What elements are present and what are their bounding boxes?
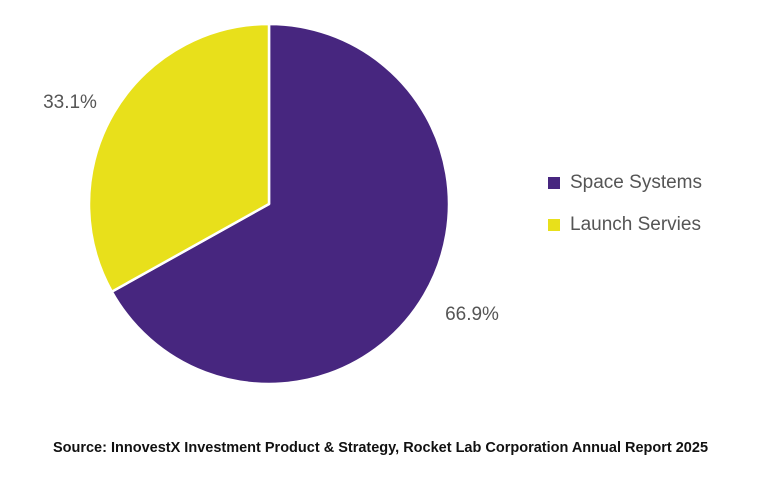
legend-swatch-space-systems <box>548 177 560 189</box>
legend-item-space-systems: Space Systems <box>548 170 702 196</box>
pie-slice-space-systems <box>110 22 451 386</box>
data-label-launch-servies: 33.1% <box>43 92 97 113</box>
data-label-space-systems: 66.9% <box>445 304 499 325</box>
chart-legend: Space Systems Launch Servies <box>548 170 702 254</box>
source-note: Source: InnovestX Investment Product & S… <box>52 440 709 456</box>
legend-label-space-systems: Space Systems <box>570 172 702 193</box>
pie-slices <box>87 22 451 386</box>
pie-chart: 66.9% 33.1% <box>43 22 499 386</box>
pie-data-labels: 66.9% 33.1% <box>43 92 499 325</box>
pie-slice-launch-servies <box>87 22 271 293</box>
legend-label-launch-servies: Launch Servies <box>570 214 701 235</box>
legend-swatch-launch-servies <box>548 219 560 231</box>
legend-item-launch-servies: Launch Servies <box>548 212 702 238</box>
